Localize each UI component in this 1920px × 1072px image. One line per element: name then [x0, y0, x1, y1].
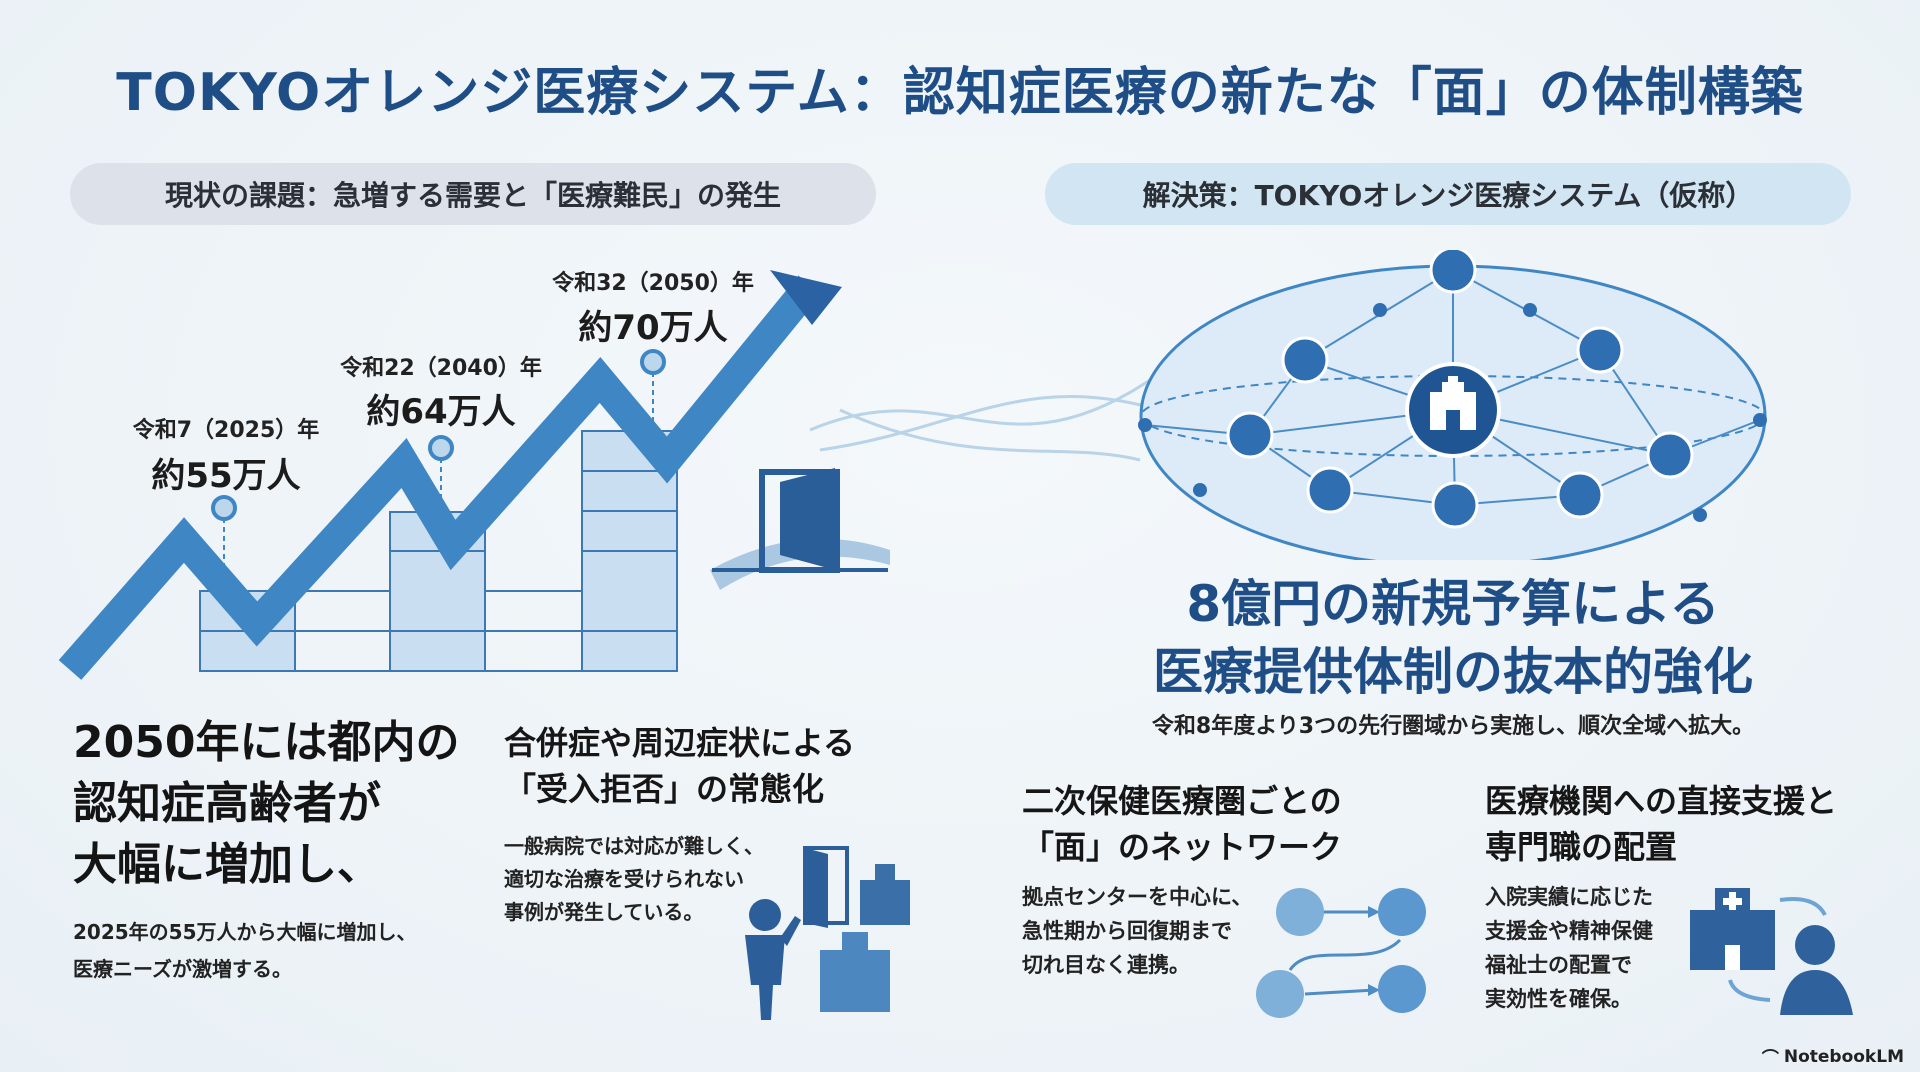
- milestone-value-2050: 約70万人: [578, 308, 728, 348]
- brand-label: NotebookLM: [1783, 1046, 1904, 1067]
- title-line: 「受入拒否」の常態化: [504, 770, 825, 808]
- medical-staff-icon: [1780, 925, 1853, 1015]
- page-title: TOKYOオレンジ医療システム：認知症医療の新たな「面」の体制構築: [116, 63, 1804, 123]
- title-line: 二次保健医療圏ごとの: [1022, 782, 1342, 820]
- support-illustration: [1690, 888, 1853, 1015]
- body-line: 入院実績に応じた: [1485, 885, 1653, 909]
- notebooklm-logo: ⌒ NotebookLM: [1761, 1044, 1904, 1070]
- current-issues-header: 現状の課題：急増する需要と「医療難民」の発生: [70, 163, 876, 225]
- hospital-icon: [860, 864, 910, 925]
- rehab-hand-icon: [1378, 965, 1426, 1013]
- headline-line: 認知症高齢者が: [73, 778, 381, 829]
- growth-arrow-graphic: [58, 270, 890, 680]
- body-line: 適切な治療を受けられない: [504, 867, 744, 891]
- solution-headline: 8億円の新規予算による 医療提供体制の抜本的強化: [1053, 570, 1853, 706]
- solution-subtext: 令和8年度より3つの先行圏域から実施し、順次全域へ拡大。: [1151, 714, 1755, 739]
- body-line: 実効性を確保。: [1485, 987, 1632, 1011]
- body-line: 急性期から回復期まで: [1022, 919, 1232, 943]
- office-node-icon: [1306, 466, 1354, 514]
- network-globe-graphic: [809, 250, 1767, 560]
- headline-line: 8億円の新規予算による: [1186, 575, 1720, 633]
- headline-line: 2050年には都内の: [73, 717, 460, 768]
- body-line: 2025年の55万人から大幅に増加し、: [73, 920, 417, 944]
- hospital-icon: [820, 932, 890, 1012]
- person-node-icon: [1646, 431, 1694, 479]
- exchange-arrows-icon: [1728, 897, 1827, 1002]
- support-body: 入院実績に応じた 支援金や精神保健 福祉士の配置で 実効性を確保。: [1485, 880, 1653, 1016]
- body-line: 支援金や精神保健: [1485, 919, 1653, 943]
- body-line: 切れ目なく連携。: [1022, 953, 1190, 977]
- doctor-node-icon: [1429, 250, 1477, 294]
- body-line: 拠点センターを中心に、: [1022, 885, 1253, 909]
- title-line: 医療機関への直接支援と: [1485, 782, 1838, 820]
- milestone-value-2040: 約64万人: [366, 392, 516, 432]
- title-line: 専門職の配置: [1485, 828, 1678, 866]
- headline-line: 大幅に増加し、: [73, 839, 381, 890]
- marker-2050: [640, 349, 666, 375]
- connection-streams: [809, 378, 1161, 462]
- door-icon: [710, 468, 890, 590]
- hospital-icon: [1690, 888, 1775, 970]
- milestone-year-2050: 令和32（2050）年: [552, 271, 754, 296]
- body-line: 福祉士の配置で: [1485, 953, 1632, 977]
- growth-headline: 2050年には都内の 認知症高齢者が 大幅に増加し、: [73, 712, 459, 895]
- growth-body: 2025年の55万人から大幅に増加し、 医療ニーズが激増する。: [73, 914, 417, 988]
- refusal-title: 合併症や周辺症状による 「受入拒否」の常態化: [504, 720, 855, 812]
- nurse-node-icon: [1431, 481, 1479, 529]
- care-flow-diagram: [1256, 888, 1426, 1018]
- milestone-year-2040: 令和22（2040）年: [340, 356, 542, 381]
- solution-header: 解決策：TOKYOオレンジ医療システム（仮称）: [1045, 163, 1851, 225]
- trend-arrow: [58, 275, 822, 680]
- hospital-node-icon: [1576, 326, 1624, 374]
- building-node-icon: [1226, 411, 1274, 459]
- central-hub-icon: [1405, 362, 1501, 458]
- care-hand-icon: [1378, 888, 1426, 936]
- hospital-building-icon: [1256, 970, 1304, 1018]
- support-title: 医療機関への直接支援と 専門職の配置: [1485, 778, 1837, 870]
- marker-2040: [428, 435, 454, 461]
- title-line: 「面」のネットワーク: [1022, 828, 1343, 866]
- staff-node-icon: [1556, 471, 1604, 519]
- milestone-year-2025: 令和7（2025）年: [132, 418, 320, 443]
- worried-person-icon: [745, 899, 801, 1020]
- body-line: 一般病院では対応が難しく、: [504, 834, 764, 858]
- rejected-patient-illustration: [745, 846, 910, 1020]
- refusal-body: 一般病院では対応が難しく、 適切な治療を受けられない 事例が発生している。: [504, 830, 764, 929]
- network-body: 拠点センターを中心に、 急性期から回復期まで 切れ目なく連携。: [1022, 880, 1252, 982]
- marker-2025: [211, 495, 237, 521]
- arrow-head: [770, 270, 842, 325]
- notebooklm-icon: ⌒: [1761, 1049, 1779, 1069]
- open-door-icon: [803, 846, 849, 928]
- body-line: 医療ニーズが激増する。: [73, 957, 292, 981]
- network-title: 二次保健医療圏ごとの 「面」のネットワーク: [1022, 778, 1342, 870]
- milestone-value-2025: 約55万人: [151, 456, 301, 496]
- title-line: 合併症や周辺症状による: [504, 724, 856, 762]
- acute-care-bed-icon: [1276, 888, 1324, 936]
- clinic-node-icon: [1281, 336, 1329, 384]
- body-line: 事例が発生している。: [504, 900, 704, 924]
- headline-line: 医療提供体制の抜本的強化: [1153, 643, 1753, 701]
